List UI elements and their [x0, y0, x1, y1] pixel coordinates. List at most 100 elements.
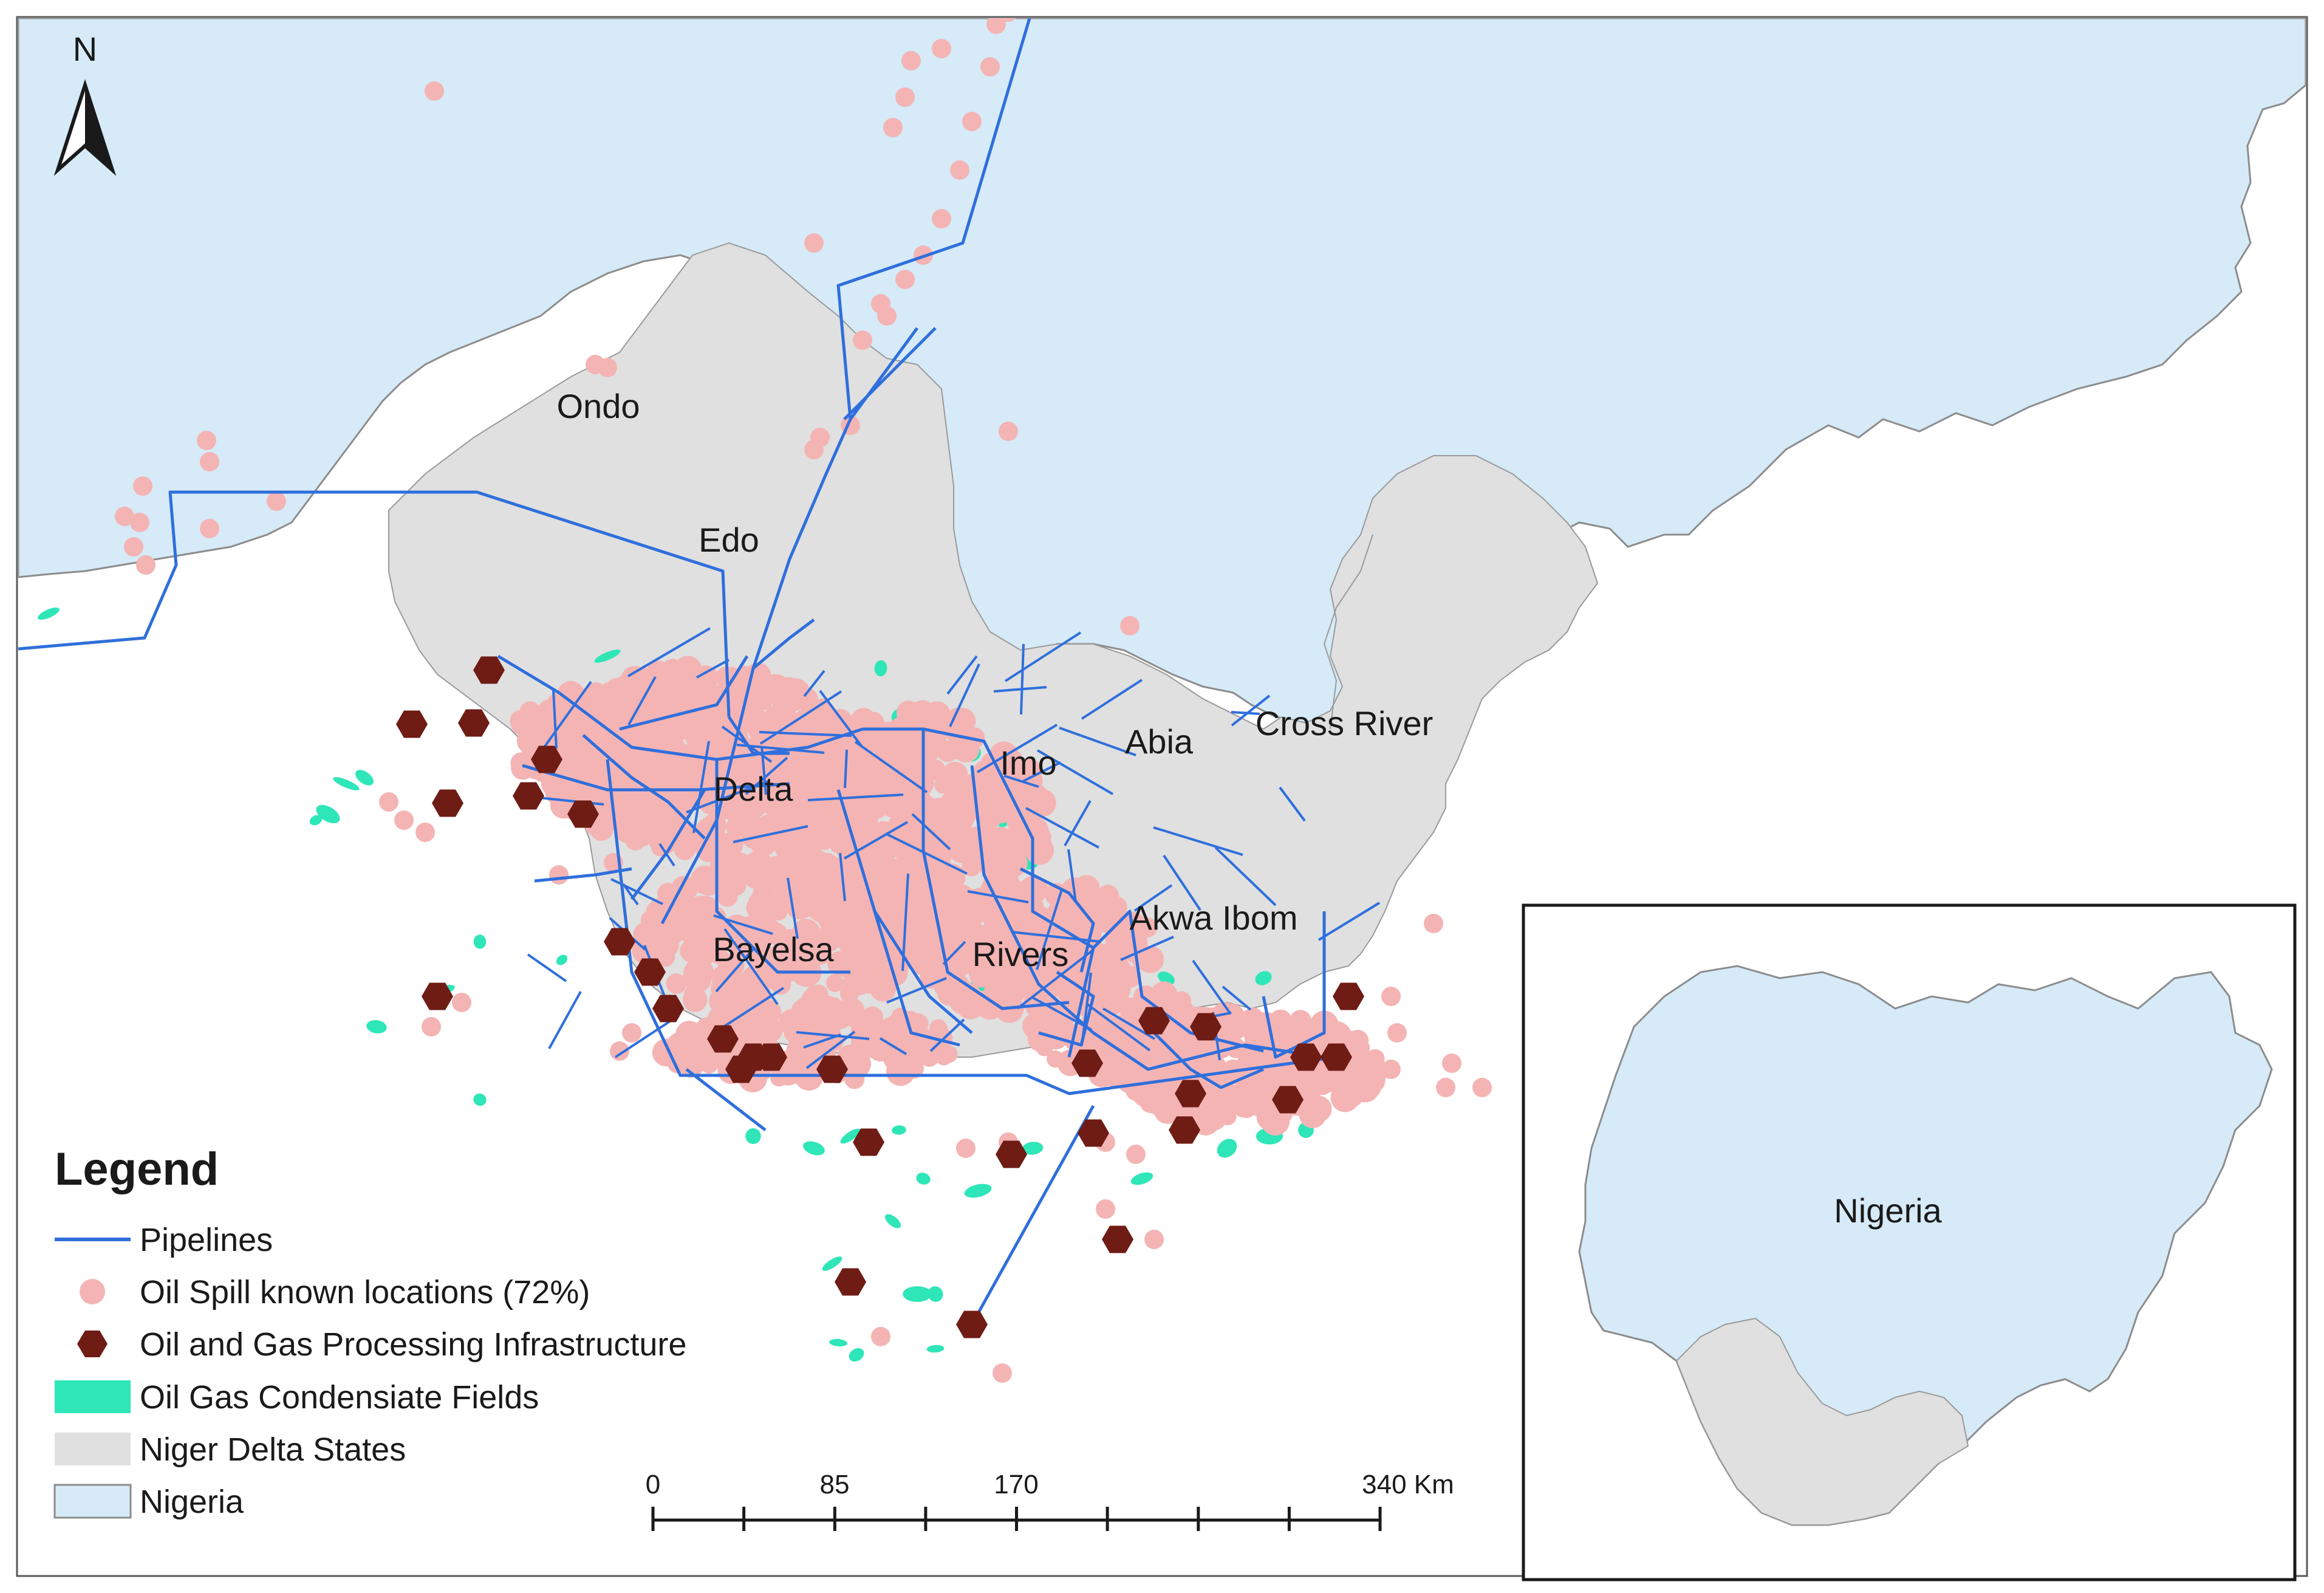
nigeria-swatch-icon — [53, 1484, 132, 1519]
oil-spill-point — [857, 752, 876, 770]
oil-spill-point — [566, 710, 587, 731]
pipeline-segment — [1081, 972, 1092, 1046]
condensate-field — [892, 1125, 906, 1135]
pipeline-segment — [1231, 711, 1260, 715]
legend: Legend Pipelines Oil Spill known locatio… — [53, 1143, 686, 1520]
oil-spill-point — [1087, 985, 1113, 1011]
oil-spill-point — [774, 677, 803, 706]
oil-spill-point — [907, 1013, 929, 1035]
state-labels: Ondo Edo Delta Imo Abia Cross River Baye… — [557, 387, 1434, 973]
oil-spill-point — [1264, 1065, 1285, 1086]
pipeline-segment — [1081, 679, 1143, 720]
oil-spill-point — [810, 889, 832, 911]
infrastructure-point — [1321, 1043, 1352, 1071]
condensate-field — [849, 1348, 864, 1362]
oil-spill-point — [124, 537, 143, 557]
oil-spill-point — [660, 671, 684, 696]
scale-bar: 0 85 170 340 Km — [646, 1470, 1454, 1531]
oil-spill-point — [130, 513, 149, 532]
pipeline-segment — [727, 716, 790, 755]
infrastructure-point — [513, 782, 544, 810]
pipeline-segment — [796, 1031, 870, 1040]
pipeline-segment — [807, 793, 904, 801]
pipeline-segment — [723, 928, 779, 1005]
pipeline-segment — [1163, 854, 1201, 911]
oil-spill-point — [197, 431, 216, 450]
condensate-field — [840, 1128, 861, 1144]
oil-spill-point — [745, 998, 773, 1026]
oil-spill-point — [1436, 1078, 1455, 1097]
legend-title: Legend — [55, 1143, 219, 1195]
oil-spill-point — [788, 1055, 818, 1085]
oil-spill-point — [871, 1327, 890, 1346]
pipeline-segment — [949, 663, 980, 727]
infrastructure-point — [652, 995, 684, 1023]
oil-spill-point — [1424, 914, 1443, 933]
oil-spill-point — [812, 928, 832, 948]
pipeline-segment — [1025, 807, 1099, 849]
oil-spill-point — [784, 804, 804, 824]
oil-spill-point — [962, 112, 982, 131]
oil-spill-point — [1006, 985, 1025, 1003]
oil-spill-point — [804, 1004, 822, 1023]
oil-spill-point — [1150, 981, 1178, 1009]
oil-spill-point — [892, 752, 913, 772]
oil-spill-point — [802, 829, 824, 850]
infrastructure-point — [1071, 1049, 1103, 1077]
pipeline-segment — [1086, 1003, 1151, 1052]
oil-spill-point — [589, 817, 613, 841]
oil-spill-point — [666, 973, 687, 994]
main-map — [18, 18, 2306, 1383]
oil-spill-point — [822, 1004, 841, 1022]
infrastructure-point — [1169, 1116, 1200, 1144]
condensate-field — [803, 1141, 825, 1156]
pipeline-segment — [696, 659, 730, 679]
pipeline-segment — [1004, 631, 1082, 682]
pipeline-segment — [1092, 910, 1264, 1053]
oil-spill-point — [920, 947, 940, 967]
oil-spill-point — [706, 730, 725, 749]
infrastructure-symbol-icon — [77, 1331, 108, 1357]
oil-spill-point — [422, 1017, 441, 1036]
delta-states-swatch-icon — [55, 1433, 131, 1465]
oil-spill-point — [996, 970, 1017, 992]
oil-spill-point — [956, 1139, 976, 1158]
pipeline-segment — [759, 731, 852, 737]
oil-spill-point — [883, 118, 903, 137]
oil-spill-point — [1169, 1039, 1194, 1064]
infrastructure-point — [604, 928, 635, 956]
condensate-field — [874, 660, 887, 677]
oil-spill-point — [1218, 1003, 1245, 1031]
oil-spill-point — [1126, 1145, 1146, 1164]
oil-spill-point — [999, 422, 1018, 441]
oil-spill-point — [670, 712, 697, 739]
oil-spill-point — [1026, 978, 1048, 1001]
oil-spill-point — [1019, 880, 1043, 905]
oil-spill-point — [849, 945, 873, 968]
pipeline-segment — [1011, 931, 1101, 943]
condensate-field — [38, 607, 60, 620]
pipeline-segment — [844, 749, 848, 789]
state-label-cross-river: Cross River — [1256, 704, 1433, 742]
oil-spill-point — [1120, 616, 1140, 635]
oil-spill-point — [909, 922, 929, 942]
oil-spill-point — [677, 919, 702, 943]
condensate-field — [594, 649, 621, 663]
oil-spill-point — [775, 783, 801, 808]
infrastructure-point — [725, 1055, 757, 1083]
infrastructure-point — [707, 1025, 739, 1053]
oil-spill-point — [1113, 1016, 1140, 1043]
legend-item-oil-spill: Oil Spill known locations (72%) — [80, 1274, 590, 1310]
pipeline-segment — [967, 890, 1029, 903]
oil-spill-point — [1062, 939, 1090, 967]
oil-spill-point — [652, 800, 682, 829]
oil-spill-point — [1330, 1083, 1360, 1112]
scale-label-0: 0 — [646, 1470, 660, 1499]
oil-spill-point — [857, 962, 886, 992]
pipeline-segment — [1120, 936, 1174, 961]
oil-spill-point — [974, 776, 999, 801]
legend-item-infrastructure: Oil and Gas Processing Infrastructure — [77, 1326, 686, 1363]
state-label-bayelsa: Bayelsa — [713, 930, 834, 968]
oil-spill-point — [892, 874, 917, 899]
oil-spill-point — [1010, 956, 1030, 977]
